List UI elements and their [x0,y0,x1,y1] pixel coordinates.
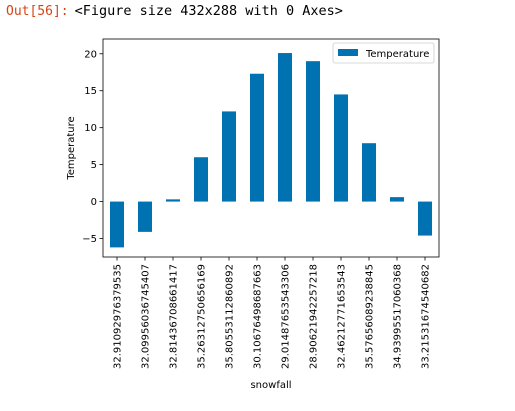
output-text: <Figure size 432x288 with 0 Axes> [74,3,343,19]
x-tick-label: 32.91092976379535 [113,264,124,369]
x-tick-label: 35.57656089238845 [365,264,376,369]
y-tick-label: 5 [91,160,97,171]
bar [194,157,208,202]
output-line: Out[56]: <Figure size 432x288 with 0 Axes… [6,2,343,20]
bar [166,199,180,202]
legend-box [332,42,435,64]
bar [418,201,432,236]
legend: Temperature [332,42,435,64]
x-tick-label: 32.09956036745407 [141,264,152,369]
bar [138,201,152,232]
x-tick-label: 35.80553112860892 [225,264,236,369]
bar [278,53,292,202]
bar [222,111,236,202]
y-tick-label: 0 [91,197,97,208]
x-tick-label: 30.10676498687663 [253,264,264,369]
bar [306,61,320,202]
legend-swatch [338,49,358,56]
output-prompt: Out[56]: [6,4,69,19]
y-tick-label: −5 [82,234,97,245]
x-tick-label: 33.21531674540682 [421,264,432,369]
bar [390,197,404,202]
x-tick-label: 29.01487653543306 [281,264,292,369]
bars [110,53,432,248]
bar [362,143,376,202]
y-tick-label: 10 [84,123,97,134]
axes-frame [102,38,440,258]
y-tick-label: 20 [84,49,97,60]
x-tick-label: 35.26312750656169 [197,264,208,369]
axis-ticks: 32.91092976379535 32.09956036745407 32.814… [82,49,431,369]
x-tick-label: 32.81436708661417 [169,264,180,369]
bar [334,94,348,202]
x-tick-label: 28.90621942257218 [309,264,320,369]
legend-label: Temperature [365,49,429,60]
x-tick-label: 34.93995517060368 [393,264,404,369]
y-tick-label: 15 [84,86,97,97]
y-axis-label: Temperature [66,116,77,180]
bar [250,73,264,202]
x-axis-label: snowfall [250,380,291,391]
bar [110,201,124,248]
x-tick-label: 32.46212771653543 [337,264,348,369]
